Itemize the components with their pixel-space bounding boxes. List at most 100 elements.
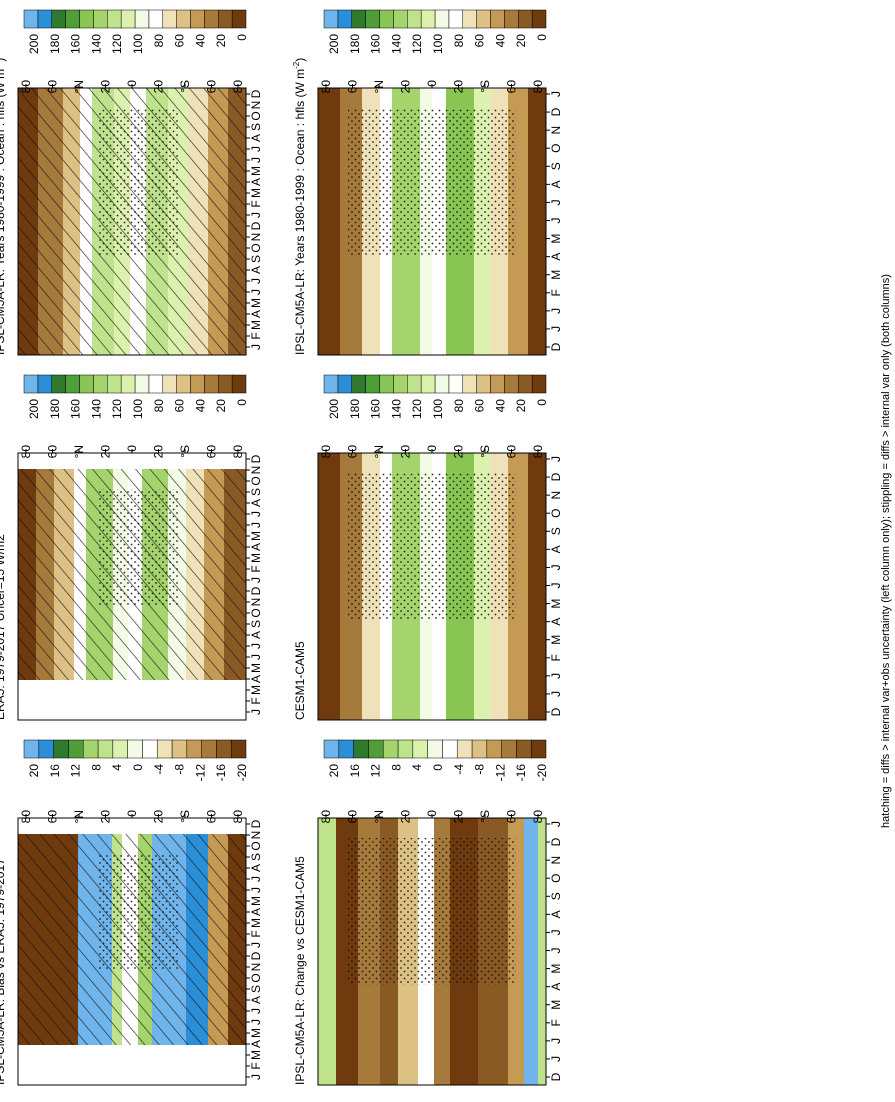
heatmap-band	[538, 818, 546, 1085]
colorbar-box	[218, 9, 233, 29]
time-tick-label: D	[249, 221, 263, 230]
colorbar-box	[490, 374, 505, 394]
time-tick-label: J	[249, 289, 263, 295]
colorbar-tick-label: 200	[327, 34, 341, 54]
time-tick-label: M	[249, 685, 263, 695]
time-tick-label: A	[549, 910, 563, 918]
time-tick-label: M	[249, 918, 263, 928]
colorbar-tick-label: 140	[389, 34, 403, 54]
stippling-overlay	[98, 489, 178, 606]
lat-tick-label: 20	[99, 445, 113, 459]
lat-tick-label: 80	[19, 810, 33, 824]
colorbar-tick-label: 80	[152, 34, 166, 48]
time-tick-label: J	[549, 1038, 563, 1044]
lat-tick-label: 80	[19, 445, 33, 459]
time-tick-label: S	[249, 255, 263, 263]
colorbar-tick-label: 0	[431, 764, 445, 771]
colorbar-tick-label: 40	[193, 34, 207, 48]
panel-left-mid: 80 60 °N 20 0 20 °S 60 80JFMAMJJASONDJFMAMJJASON…	[0, 374, 263, 721]
colorbar-tick-label: -4	[452, 764, 466, 775]
colorbar-tick-label: 160	[69, 399, 83, 419]
lat-tick-label: 20	[99, 810, 113, 824]
colorbar-box	[382, 739, 399, 759]
colorbar-box	[393, 9, 408, 29]
colorbar-box	[23, 739, 40, 759]
time-tick-label: M	[249, 320, 263, 330]
colorbar-box	[353, 739, 369, 759]
colorbar-box	[393, 374, 408, 394]
colorbar-tick-label: 4	[110, 764, 124, 771]
colorbar-box	[53, 739, 69, 759]
lat-tick-label: 60	[205, 80, 219, 94]
colorbar-box	[501, 739, 517, 759]
colorbar-tick-label: 200	[27, 399, 41, 419]
heatmap-band	[528, 88, 546, 355]
time-tick-label: N	[549, 126, 563, 135]
lat-tick-label: 80	[231, 810, 245, 824]
colorbar-box	[134, 374, 150, 394]
colorbar-box	[162, 374, 177, 394]
time-tick-label: M	[249, 166, 263, 176]
colorbar-box	[23, 374, 39, 394]
time-tick-label: M	[549, 599, 563, 609]
colorbar-box	[51, 374, 66, 394]
time-tick-label: O	[249, 243, 263, 252]
colorbar-box	[476, 9, 491, 29]
time-tick-label: O	[249, 841, 263, 850]
lat-tick-label: 20	[452, 80, 466, 94]
lat-tick-label: °S	[478, 810, 492, 823]
colorbar-box	[486, 739, 502, 759]
panel-title: IPSL-CM5A-LR: Change vs CESM1-CAM5	[293, 856, 307, 1085]
colorbar-box	[427, 739, 443, 759]
figure-footnote: hatching = diffs > internal var+obs unce…	[880, 274, 892, 828]
time-tick-label: F	[249, 697, 263, 704]
lat-tick-label: 20	[452, 445, 466, 459]
colorbar-tick-label: 160	[369, 399, 383, 419]
heatmap-band	[318, 88, 340, 355]
colorbar-box	[412, 739, 428, 759]
colorbar-box	[442, 739, 458, 759]
heatmap-band	[318, 818, 336, 1085]
colorbar-tick-label: 60	[173, 34, 187, 48]
lat-tick-label: °N	[372, 810, 386, 823]
lat-tick-label: 60	[505, 80, 519, 94]
lat-tick-label: 0	[425, 80, 439, 87]
time-tick-label: M	[249, 298, 263, 308]
colorbar-box	[97, 739, 114, 759]
panel-title: ERA5: 1979-2017 Uncer=15 W/m2	[0, 534, 7, 720]
lat-tick-label: 60	[346, 80, 360, 94]
time-tick-label: J	[549, 929, 563, 935]
time-tick-label: S	[249, 985, 263, 993]
colorbar-box	[351, 9, 366, 29]
panel-title-close: )	[293, 58, 307, 62]
colorbar-tick-label: 60	[473, 34, 487, 48]
colorbar-tick-label: -16	[214, 764, 228, 782]
time-tick-label: S	[249, 853, 263, 861]
panel-title-sup: -2	[292, 61, 301, 69]
colorbar-tick-label: 20	[27, 764, 41, 778]
lat-tick-label: 60	[46, 80, 60, 94]
time-tick-label: S	[249, 488, 263, 496]
colorbar-box	[79, 9, 94, 29]
lat-tick-label: °S	[178, 80, 192, 93]
time-tick-label: O	[249, 111, 263, 120]
colorbar-box	[107, 374, 122, 394]
lat-tick-label: 0	[125, 80, 139, 87]
time-tick-label: A	[549, 618, 563, 626]
lat-tick-label: 0	[125, 445, 139, 452]
time-tick-label: M	[549, 234, 563, 244]
colorbar-box	[201, 739, 217, 759]
panel-title: IPSL-CM5A-LR: Bias vs ERA5: 1979-2017	[0, 858, 7, 1085]
colorbar-tick-label: 80	[452, 399, 466, 413]
panel-right-top: 80 60 °N 20 0 20 °S 60 80DJJFMAMJJASONDJIPSL-CM5…	[292, 9, 563, 356]
colorbar-tick-label: -8	[173, 764, 187, 775]
time-tick-label: N	[549, 856, 563, 865]
colorbar-tick-label: 100	[131, 34, 145, 54]
colorbar-tick-label: 20	[514, 399, 528, 413]
colorbar-tick-label: 180	[348, 34, 362, 54]
colorbar-box	[434, 9, 450, 29]
time-tick-label: J	[249, 709, 263, 715]
lat-tick-label: 0	[425, 810, 439, 817]
lat-tick-label: 80	[319, 80, 333, 94]
colorbar-box	[51, 9, 66, 29]
